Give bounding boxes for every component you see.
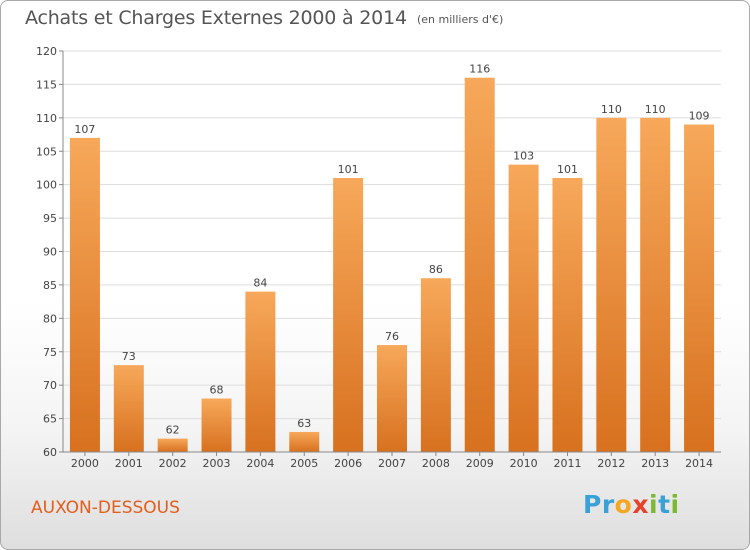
y-tick-label: 100: [36, 179, 57, 192]
y-tick-label: 80: [43, 312, 57, 325]
bar: [245, 291, 276, 452]
bar-value-label: 110: [601, 103, 622, 116]
bars: [69, 77, 715, 453]
bar: [552, 177, 583, 452]
logo-letter: P: [583, 490, 602, 519]
x-tick-label: 2006: [334, 457, 362, 470]
bar: [508, 164, 539, 452]
x-tick-label: 2004: [246, 457, 274, 470]
x-tick-label: 2007: [378, 457, 406, 470]
bar-value-label: 109: [689, 110, 710, 123]
bar-value-label: 86: [429, 263, 443, 276]
proxiti-logo[interactable]: Proxiti: [583, 490, 680, 519]
x-tick-label: 2013: [641, 457, 669, 470]
y-tick-label: 85: [43, 279, 57, 292]
bar: [69, 137, 100, 452]
x-tick-label: 2010: [510, 457, 538, 470]
commune-name: AUXON-DESSOUS: [31, 498, 180, 518]
bar: [157, 438, 188, 452]
y-tick-label: 105: [36, 145, 57, 158]
x-tick-label: 2000: [71, 457, 99, 470]
logo-letter: i: [649, 490, 659, 519]
y-tick-label: 120: [36, 45, 57, 58]
bar: [420, 278, 451, 452]
bar: [113, 365, 144, 452]
chart-title: Achats et Charges Externes 2000 à 2014: [25, 7, 407, 29]
bar-value-label: 103: [513, 150, 534, 163]
data-labels: 107 73 62 68 84 63 101 76 86 116 103 101 110 110 109: [74, 63, 709, 437]
y-tick-label: 110: [36, 112, 57, 125]
axes: 60 65 70 75 80 85 90 95 100 105 110 115 120 2000 2001 2…: [36, 45, 721, 470]
y-tick-label: 60: [43, 446, 57, 459]
bar: [684, 124, 715, 453]
x-tick-label: 2012: [597, 457, 625, 470]
bar-value-label: 63: [297, 417, 311, 430]
x-tick-label: 2009: [466, 457, 494, 470]
bar: [377, 345, 407, 452]
bar-value-label: 116: [469, 63, 490, 76]
x-tick-label: 2011: [553, 457, 581, 470]
y-tick-label: 70: [43, 379, 57, 392]
x-tick-label: 2003: [203, 457, 231, 470]
bar-value-label: 62: [166, 424, 180, 437]
bar-value-label: 68: [210, 384, 224, 397]
chart-unit-note: (en milliers d'€): [417, 13, 504, 26]
bar-value-label: 101: [338, 163, 359, 176]
y-tick-label: 65: [43, 413, 57, 426]
y-tick-label: 75: [43, 346, 57, 359]
bar-value-label: 101: [557, 163, 578, 176]
bar-value-label: 107: [74, 123, 95, 136]
x-tick-label: 2001: [115, 457, 143, 470]
bar: [464, 77, 495, 452]
logo-letter: o: [614, 490, 633, 519]
bar-value-label: 76: [385, 330, 399, 343]
bar: [289, 431, 320, 452]
x-tick-label: 2005: [290, 457, 318, 470]
bar-value-label: 110: [645, 103, 666, 116]
bar: [596, 117, 627, 452]
bar: [640, 117, 671, 452]
logo-letter: t: [658, 490, 671, 519]
x-tick-label: 2002: [159, 457, 187, 470]
bar-value-label: 73: [122, 350, 136, 363]
logo-letter: x: [632, 490, 649, 519]
logo-letter: i: [670, 490, 680, 519]
x-tick-label: 2008: [422, 457, 450, 470]
x-tick-label: 2014: [685, 457, 713, 470]
bar-value-label: 84: [253, 277, 267, 290]
logo-letter: r: [601, 490, 615, 519]
bar: [201, 398, 232, 452]
y-tick-label: 115: [36, 78, 57, 91]
bar: [333, 177, 364, 452]
y-tick-label: 95: [43, 212, 57, 225]
y-tick-label: 90: [43, 246, 57, 259]
